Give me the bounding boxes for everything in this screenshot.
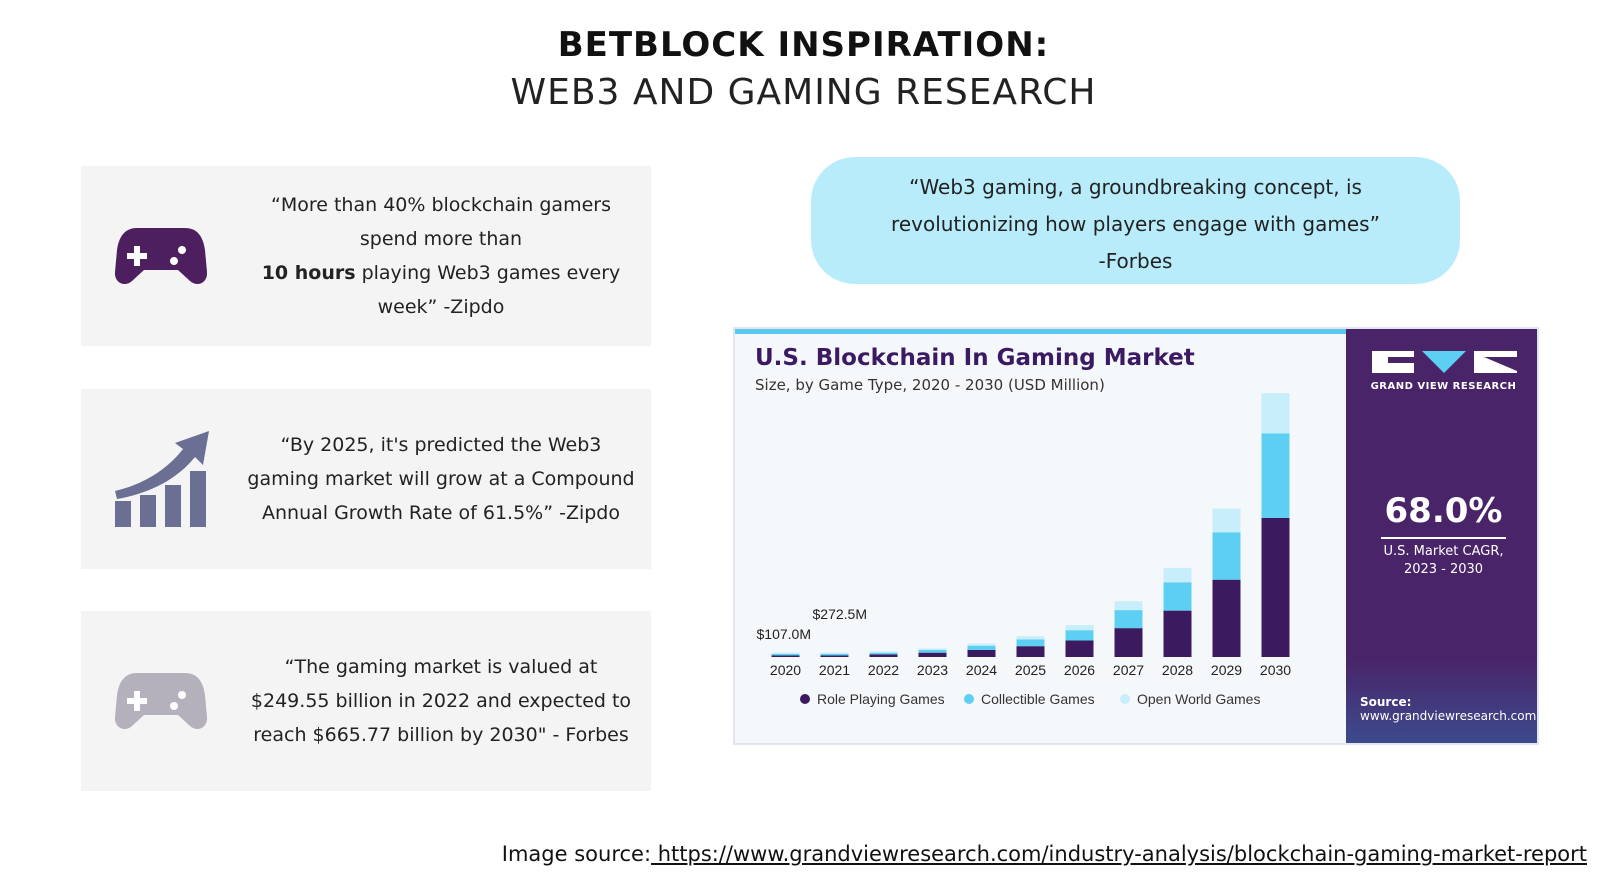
x-tick-label: 2030 [1260, 662, 1291, 678]
legend-label: Role Playing Games [817, 691, 945, 707]
stat-card-cagr: “By 2025, it's predicted the Web3 gaming… [81, 389, 651, 569]
bar-2028-s0 [1163, 610, 1192, 657]
image-source-link[interactable]: https://www.grandviewresearch.com/indust… [651, 842, 1587, 866]
chart-sidebar: GRAND VIEW RESEARCH 68.0% U.S. Market CA… [1346, 329, 1537, 743]
bar-2021-s1 [820, 654, 849, 656]
bar-2028-s2 [1163, 567, 1192, 583]
accent-line [735, 329, 1537, 334]
bar-2024-s2 [967, 643, 996, 646]
quote-line1: “Web3 gaming, a groundbreaking concept, … [909, 175, 1362, 199]
cagr-label: U.S. Market CAGR, 2023 - 2030 [1383, 544, 1504, 577]
x-tick-label: 2024 [966, 662, 997, 678]
bar-2027-s1 [1114, 610, 1143, 629]
bar-2021-s0 [820, 655, 849, 657]
bar-chart: 2020 2021 2022 2023 2024 2025 2026 2027 2028 2029… [757, 393, 1291, 707]
bar-2025-s0 [1016, 646, 1045, 657]
bar-2020-s0 [771, 655, 800, 657]
bar-2022-s0 [869, 654, 898, 657]
data-label: $107.0M [757, 626, 811, 642]
bar-2024-s0 [967, 649, 996, 657]
bar-2029-s1 [1212, 532, 1241, 580]
stat-card-blockchain-gamers: “More than 40% blockchain gamers spend m… [81, 166, 651, 346]
bar-2023-s2 [918, 648, 947, 650]
bar-2026-s1 [1065, 630, 1094, 641]
bar-2029-s2 [1212, 508, 1241, 533]
growth-chart-icon [111, 429, 211, 529]
bar-2020-s1 [771, 654, 800, 656]
bar-2023-s1 [918, 649, 947, 653]
x-tick-label: 2025 [1015, 662, 1046, 678]
legend-marker [964, 694, 974, 704]
chart-title: U.S. Blockchain In Gaming Market [755, 345, 1195, 371]
x-tick-label: 2028 [1162, 662, 1193, 678]
x-tick-label: 2020 [770, 662, 801, 678]
x-tick-label: 2029 [1211, 662, 1242, 678]
x-tick-label: 2023 [917, 662, 948, 678]
bar-2027-s0 [1114, 628, 1143, 657]
data-label: $272.5M [813, 606, 867, 622]
brand-label: GRAND VIEW RESEARCH [1370, 381, 1517, 392]
gamepad-icon [111, 651, 211, 751]
stat-card-market-value: “The gaming market is valued at $249.55 … [81, 611, 651, 791]
legend-marker [800, 694, 810, 704]
gamepad-icon [111, 206, 211, 306]
bar-2022-s1 [869, 652, 898, 655]
bar-2030-s1 [1261, 433, 1290, 518]
quote-line2: revolutionizing how players engage with … [891, 212, 1380, 236]
title-line1: BETBLOCK INSPIRATION [557, 25, 1035, 65]
bar-2022-s2 [869, 651, 898, 653]
market-chart-panel: U.S. Blockchain In Gaming Market Size, b… [733, 327, 1539, 745]
x-tick-label: 2021 [819, 662, 850, 678]
legend-label: Collectible Games [981, 691, 1095, 707]
bar-2024-s1 [967, 645, 996, 650]
stat-highlight: 10 hours [261, 262, 356, 284]
source-label: Source: [1360, 695, 1412, 709]
bar-2021-s2 [820, 652, 849, 654]
stat-text-3: “The gaming market is valued at $249.55 … [250, 656, 632, 746]
bar-2028-s1 [1163, 582, 1192, 611]
x-tick-label: 2027 [1113, 662, 1144, 678]
bar-2025-s1 [1016, 639, 1045, 647]
grand-view-logo-icon [1372, 351, 1517, 373]
bar-2026-s2 [1065, 625, 1094, 631]
quote-line3: -Forbes [1098, 249, 1173, 273]
bar-2023-s0 [918, 652, 947, 657]
image-source-label: Image source: [501, 842, 652, 866]
image-source: Image source: https://www.grandviewresea… [502, 842, 1587, 866]
bar-2026-s0 [1065, 640, 1094, 657]
forbes-quote-bubble: “Web3 gaming, a groundbreaking concept, … [811, 157, 1460, 284]
chart-subtitle: Size, by Game Type, 2020 - 2030 (USD Mil… [755, 376, 1105, 394]
source-url: www.grandviewresearch.com [1360, 709, 1537, 723]
x-tick-label: 2022 [868, 662, 899, 678]
legend-marker [1120, 694, 1130, 704]
page-title: BETBLOCK INSPIRATION: WEB3 AND GAMING RE… [0, 22, 1607, 118]
bar-2030-s2 [1261, 393, 1290, 434]
legend-label: Open World Games [1137, 691, 1260, 707]
bar-2030-s0 [1261, 517, 1290, 657]
bar-2020-s2 [771, 652, 800, 654]
x-tick-label: 2026 [1064, 662, 1095, 678]
stat-text-1: “More than 40% blockchain gamers spend m… [261, 194, 621, 318]
title-line2: WEB3 AND GAMING RESEARCH [510, 72, 1097, 113]
stat-text-2: “By 2025, it's predicted the Web3 gaming… [247, 434, 635, 524]
bar-2029-s0 [1212, 579, 1241, 657]
bar-2027-s2 [1114, 601, 1143, 611]
bar-2025-s2 [1016, 636, 1045, 640]
cagr-value: 68.0% [1384, 491, 1503, 531]
title-colon: : [1034, 25, 1050, 65]
